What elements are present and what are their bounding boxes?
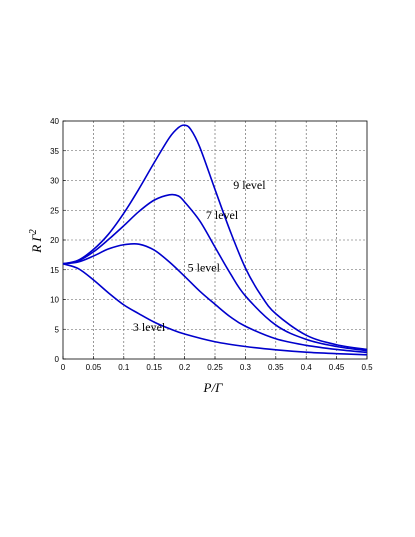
y-axis-label-main: R Γ bbox=[29, 234, 44, 254]
y-tick-label: 5 bbox=[55, 325, 60, 334]
series-lines bbox=[62, 124, 368, 356]
y-tick-label: 30 bbox=[50, 177, 59, 186]
y-axis-label: R Γ2 bbox=[28, 229, 44, 254]
y-tick-label: 25 bbox=[50, 206, 59, 215]
x-tick-label: 0.4 bbox=[301, 363, 313, 372]
x-tick-label: 0.1 bbox=[118, 363, 130, 372]
grid bbox=[63, 121, 367, 359]
x-tick-label: 0.45 bbox=[329, 363, 345, 372]
y-tick-label: 35 bbox=[50, 147, 59, 156]
x-tick-label: 0.35 bbox=[268, 363, 284, 372]
y-axis-label-group: R Γ2 bbox=[28, 229, 44, 254]
y-axis-label-superscript: 2 bbox=[28, 229, 39, 234]
series-line-5-level bbox=[62, 242, 368, 354]
y-tick-label: 15 bbox=[50, 266, 59, 275]
tick-labels: 0 0.05 0.1 0.15 0.2 0.25 0.3 0.35 0.4 0.45 0.5 0 5 10… bbox=[50, 117, 373, 372]
series-line-3-level bbox=[62, 263, 368, 356]
x-tick-label: 0 bbox=[61, 363, 66, 372]
x-tick-label: 0.15 bbox=[146, 363, 162, 372]
y-tick-label: 10 bbox=[50, 296, 59, 305]
y-tick-label: 20 bbox=[50, 236, 59, 245]
x-tick-label: 0.5 bbox=[361, 363, 373, 372]
x-tick-label: 0.3 bbox=[240, 363, 252, 372]
x-tick-label: 0.05 bbox=[86, 363, 102, 372]
y-tick-label: 40 bbox=[50, 117, 59, 126]
series-label-5-level: 5 level bbox=[188, 261, 221, 275]
x-axis-label: P/Γ bbox=[203, 380, 224, 395]
y-tick-label: 0 bbox=[55, 355, 60, 364]
x-tick-label: 0.25 bbox=[207, 363, 223, 372]
series-label-7-level: 7 level bbox=[206, 208, 239, 222]
series-label-3-level: 3 level bbox=[133, 320, 166, 334]
series-labels: 3 level 5 level 7 level 9 level bbox=[133, 178, 266, 334]
series-label-9-level: 9 level bbox=[233, 178, 266, 192]
series-line-7-level bbox=[62, 193, 368, 352]
x-tick-label: 0.2 bbox=[179, 363, 191, 372]
series-line-9-level bbox=[62, 124, 368, 351]
